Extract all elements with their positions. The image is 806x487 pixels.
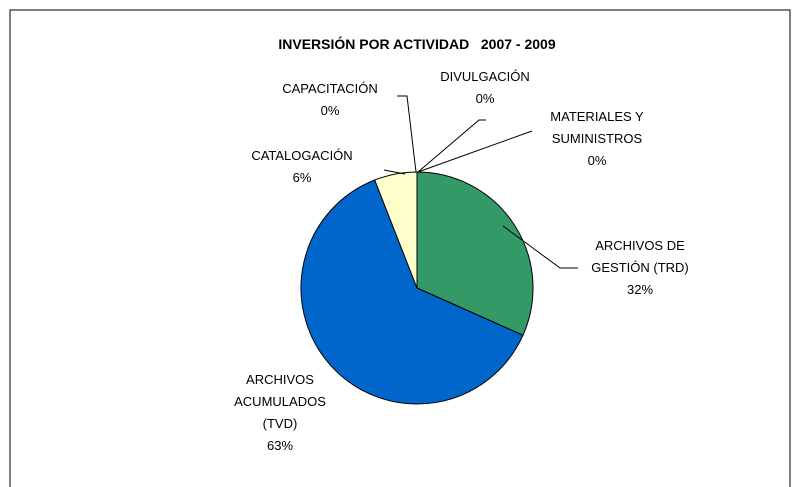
leader-line: [383, 169, 406, 175]
slice-label: CAPACITACIÓN 0%: [282, 78, 378, 122]
chart-frame: [9, 9, 791, 487]
slice-label: MATERIALES Y SUMINISTROS 0%: [550, 106, 643, 172]
chart-title: INVERSIÓN POR ACTIVIDAD 2007 - 2009: [278, 36, 556, 52]
value-label: 32%: [626, 282, 654, 297]
leader-line: [417, 130, 533, 173]
category-label: MATERIALES Y SUMINISTROS: [550, 109, 644, 146]
value-label: 0%: [475, 91, 495, 106]
value-label: 0%: [320, 103, 340, 118]
pie-slice: [300, 179, 524, 405]
slice-label: ARCHIVOS ACUMULADOS (TVD) 63%: [234, 369, 326, 457]
category-label: ARCHIVOS DE GESTIÓN (TRD): [591, 238, 689, 275]
category-label: ARCHIVOS ACUMULADOS (TVD): [234, 372, 326, 431]
category-label: CATALOGACIÓN: [251, 148, 353, 163]
category-label: DIVULGACIÓN: [440, 69, 530, 84]
slice-label: DIVULGACIÓN 0%: [440, 66, 530, 110]
value-label: 0%: [587, 153, 607, 168]
leader-line: [417, 119, 486, 173]
value-label: 6%: [292, 170, 312, 185]
slice-label: ARCHIVOS DE GESTIÓN (TRD) 32%: [591, 235, 689, 301]
slice-label: CATALOGACIÓN 6%: [251, 145, 352, 189]
pie-slice: [416, 171, 534, 336]
leader-line: [502, 225, 578, 269]
leader-line: [397, 95, 417, 173]
value-label: 63%: [266, 438, 294, 453]
category-label: CAPACITACIÓN: [282, 81, 378, 96]
